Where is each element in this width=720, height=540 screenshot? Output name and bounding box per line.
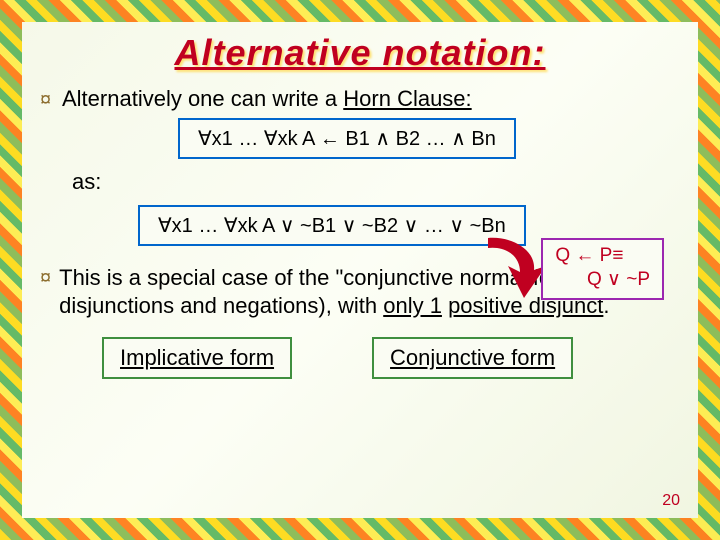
- line1-underlined: Horn Clause:: [343, 86, 471, 111]
- as-label: as:: [72, 169, 682, 195]
- formula-implicative: ∀x1 … ∀xk A ← B1 ∧ B2 … ∧ Bn: [178, 118, 516, 159]
- label-implicative: Implicative form: [102, 337, 292, 379]
- para2-ul1: only 1: [383, 293, 442, 318]
- bullet-icon: ¤: [40, 268, 51, 288]
- slide-number: 20: [662, 492, 680, 510]
- slide-content: Alternative notation: ¤ Alternatively on…: [28, 28, 692, 512]
- equiv-line2: Q ∨ ~P: [555, 268, 650, 292]
- bullet-line-1: ¤ Alternatively one can write a Horn Cla…: [40, 86, 682, 112]
- formula-conjunctive: ∀x1 … ∀xk A ∨ ~B1 ∨ ~B2 ∨ … ∨ ~Bn: [138, 205, 526, 246]
- formula1-wrap: ∀x1 … ∀xk A ← B1 ∧ B2 … ∧ Bn: [178, 118, 682, 159]
- equivalence-box: Q ← P≡ Q ∨ ~P: [541, 238, 664, 300]
- labels-row: Implicative form Conjunctive form: [38, 337, 682, 379]
- label-conjunctive: Conjunctive form: [372, 337, 573, 379]
- bullet-icon: ¤: [40, 90, 54, 110]
- equiv-line1: Q ← P≡: [555, 244, 650, 268]
- implies-arrow-icon: [472, 232, 552, 304]
- line1-main: Alternatively one can write a: [62, 86, 343, 111]
- line1-text: Alternatively one can write a Horn Claus…: [62, 86, 472, 112]
- slide-title: Alternative notation:: [38, 32, 682, 74]
